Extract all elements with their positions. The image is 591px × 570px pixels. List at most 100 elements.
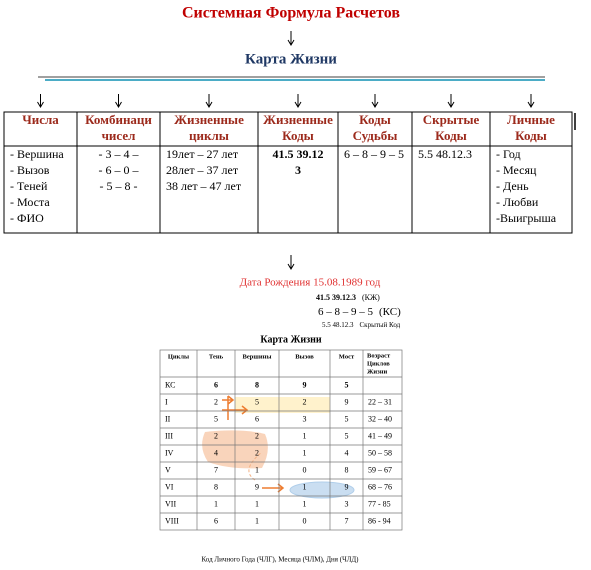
cell-text: VII [165,499,176,508]
column-header: Возраст [367,352,391,359]
column-header: Коды [435,128,467,143]
column-header: Жизненные [174,112,244,127]
cell-text: 6 [214,380,218,389]
cell-text: 3 [303,414,307,423]
arrow [527,101,535,108]
cell-text: КС [165,380,175,389]
arrow [37,101,44,108]
cell-text: 41.5 39.12 [273,147,324,161]
cell-text: 19лет – 27 лет [166,147,239,161]
column-header: Судьбы [353,128,398,143]
cell-text: - Моста [10,195,50,209]
cell-text: 8 [214,482,218,491]
birth-date: Дата Рождения 15.08.1989 год [240,277,381,289]
highlight [289,481,355,499]
cell-text: 2 [255,448,259,457]
cell-text: 2 [214,431,218,440]
arrow [294,101,302,108]
cell-text: 3 [295,163,301,177]
column-header: Жизненные [263,112,333,127]
cell-text: 5 [345,414,349,423]
cell-text: 4 [345,448,349,457]
cell-text: 1 [303,482,307,491]
cell-text: 41 – 49 [368,431,392,440]
cell-text: -Выигрыша [496,211,557,225]
cell-text: 5 [255,397,259,406]
cell-text: 1 [255,499,259,508]
cell-text: 2 [303,397,307,406]
cell-text: 77 - 85 [368,499,391,508]
arrow [447,101,455,108]
cell-text: 50 – 58 [368,448,392,457]
code: 41.5 39.12.3 [316,293,356,302]
cell-text: 1 [255,465,259,474]
cell-text: VIII [165,516,179,525]
cell-text: VI [165,482,174,491]
cell-text: III [165,431,173,440]
arrow [287,31,295,46]
cell-text: 9 [303,380,307,389]
cell-text: 8 [255,380,259,389]
code-label: (КЖ) [362,293,380,302]
arrow [205,101,213,108]
cell-text: 1 [303,499,307,508]
column-header: Циклов [367,360,390,367]
cell-text: 5 [214,414,218,423]
cell-text: 22 – 31 [368,397,392,406]
cell-text: - 3 – 4 – [99,147,140,161]
cell-text: - 6 – 0 – [99,163,140,177]
column-header: Жизни [367,368,388,375]
cell-text: 7 [214,465,218,474]
cell-text: 28лет – 37 лет [166,163,239,177]
column-header: Коды [359,112,391,127]
column-header: Коды [282,128,314,143]
column-header: Скрытые [423,112,480,127]
cell-text: 9 [345,397,349,406]
arrow [287,255,295,270]
map-title: Карта Жизни [260,334,322,345]
column-header: Числа [22,112,59,127]
code-label: Скрытый Код [360,321,401,329]
cell-text: - ФИО [10,211,44,225]
cell-text: - Теней [10,179,48,193]
cell-text: 2 [255,431,259,440]
cell-text: IV [165,448,174,457]
subtitle: Карта Жизни [245,51,337,67]
code-line: 41.5 39.12.3 (КЖ) [316,293,380,302]
cell-text: - 5 – 8 - [100,179,138,193]
cell-text: 6 – 8 – 9 – 5 [344,147,404,161]
highlight [235,397,330,413]
code-line: 5.5 48.12.3 Скрытый Код [322,321,401,329]
column-header: Мост [339,353,355,360]
arrow [262,483,285,493]
table-border [159,349,403,531]
cell-text: 3 [345,499,349,508]
code: 6 – 8 – 9 – 5 [318,306,374,318]
cell-text: 0 [303,465,307,474]
cell-text: 9 [255,482,259,491]
title: Системная Формула Расчетов [182,5,400,22]
cell-text: 8 [345,465,349,474]
column-header: циклы [189,128,229,143]
column-header: Комбинаци [85,112,152,127]
code-label: (КС) [379,306,401,318]
cell-text: 68 – 76 [368,482,392,491]
code: 5.5 48.12.3 [322,321,354,329]
cell-text: 59 – 67 [368,465,392,474]
column-header: Вызов [295,353,314,360]
cell-text: 32 – 40 [368,414,392,423]
column-header: Вершины [243,353,272,360]
cell-text: 9 [345,482,349,491]
arrow [222,395,249,420]
cell-text: - Год [496,147,521,161]
column-header: Тень [209,353,224,360]
cell-text: 5.5 48.12.3 [418,147,472,161]
cell-text: 5 [345,380,349,389]
cell-text: 1 [255,516,259,525]
cell-text: V [165,465,171,474]
connector [248,451,263,481]
cell-text: 1 [303,431,307,440]
cell-text: 38 лет – 47 лет [166,179,242,193]
cell-text: 7 [345,516,349,525]
